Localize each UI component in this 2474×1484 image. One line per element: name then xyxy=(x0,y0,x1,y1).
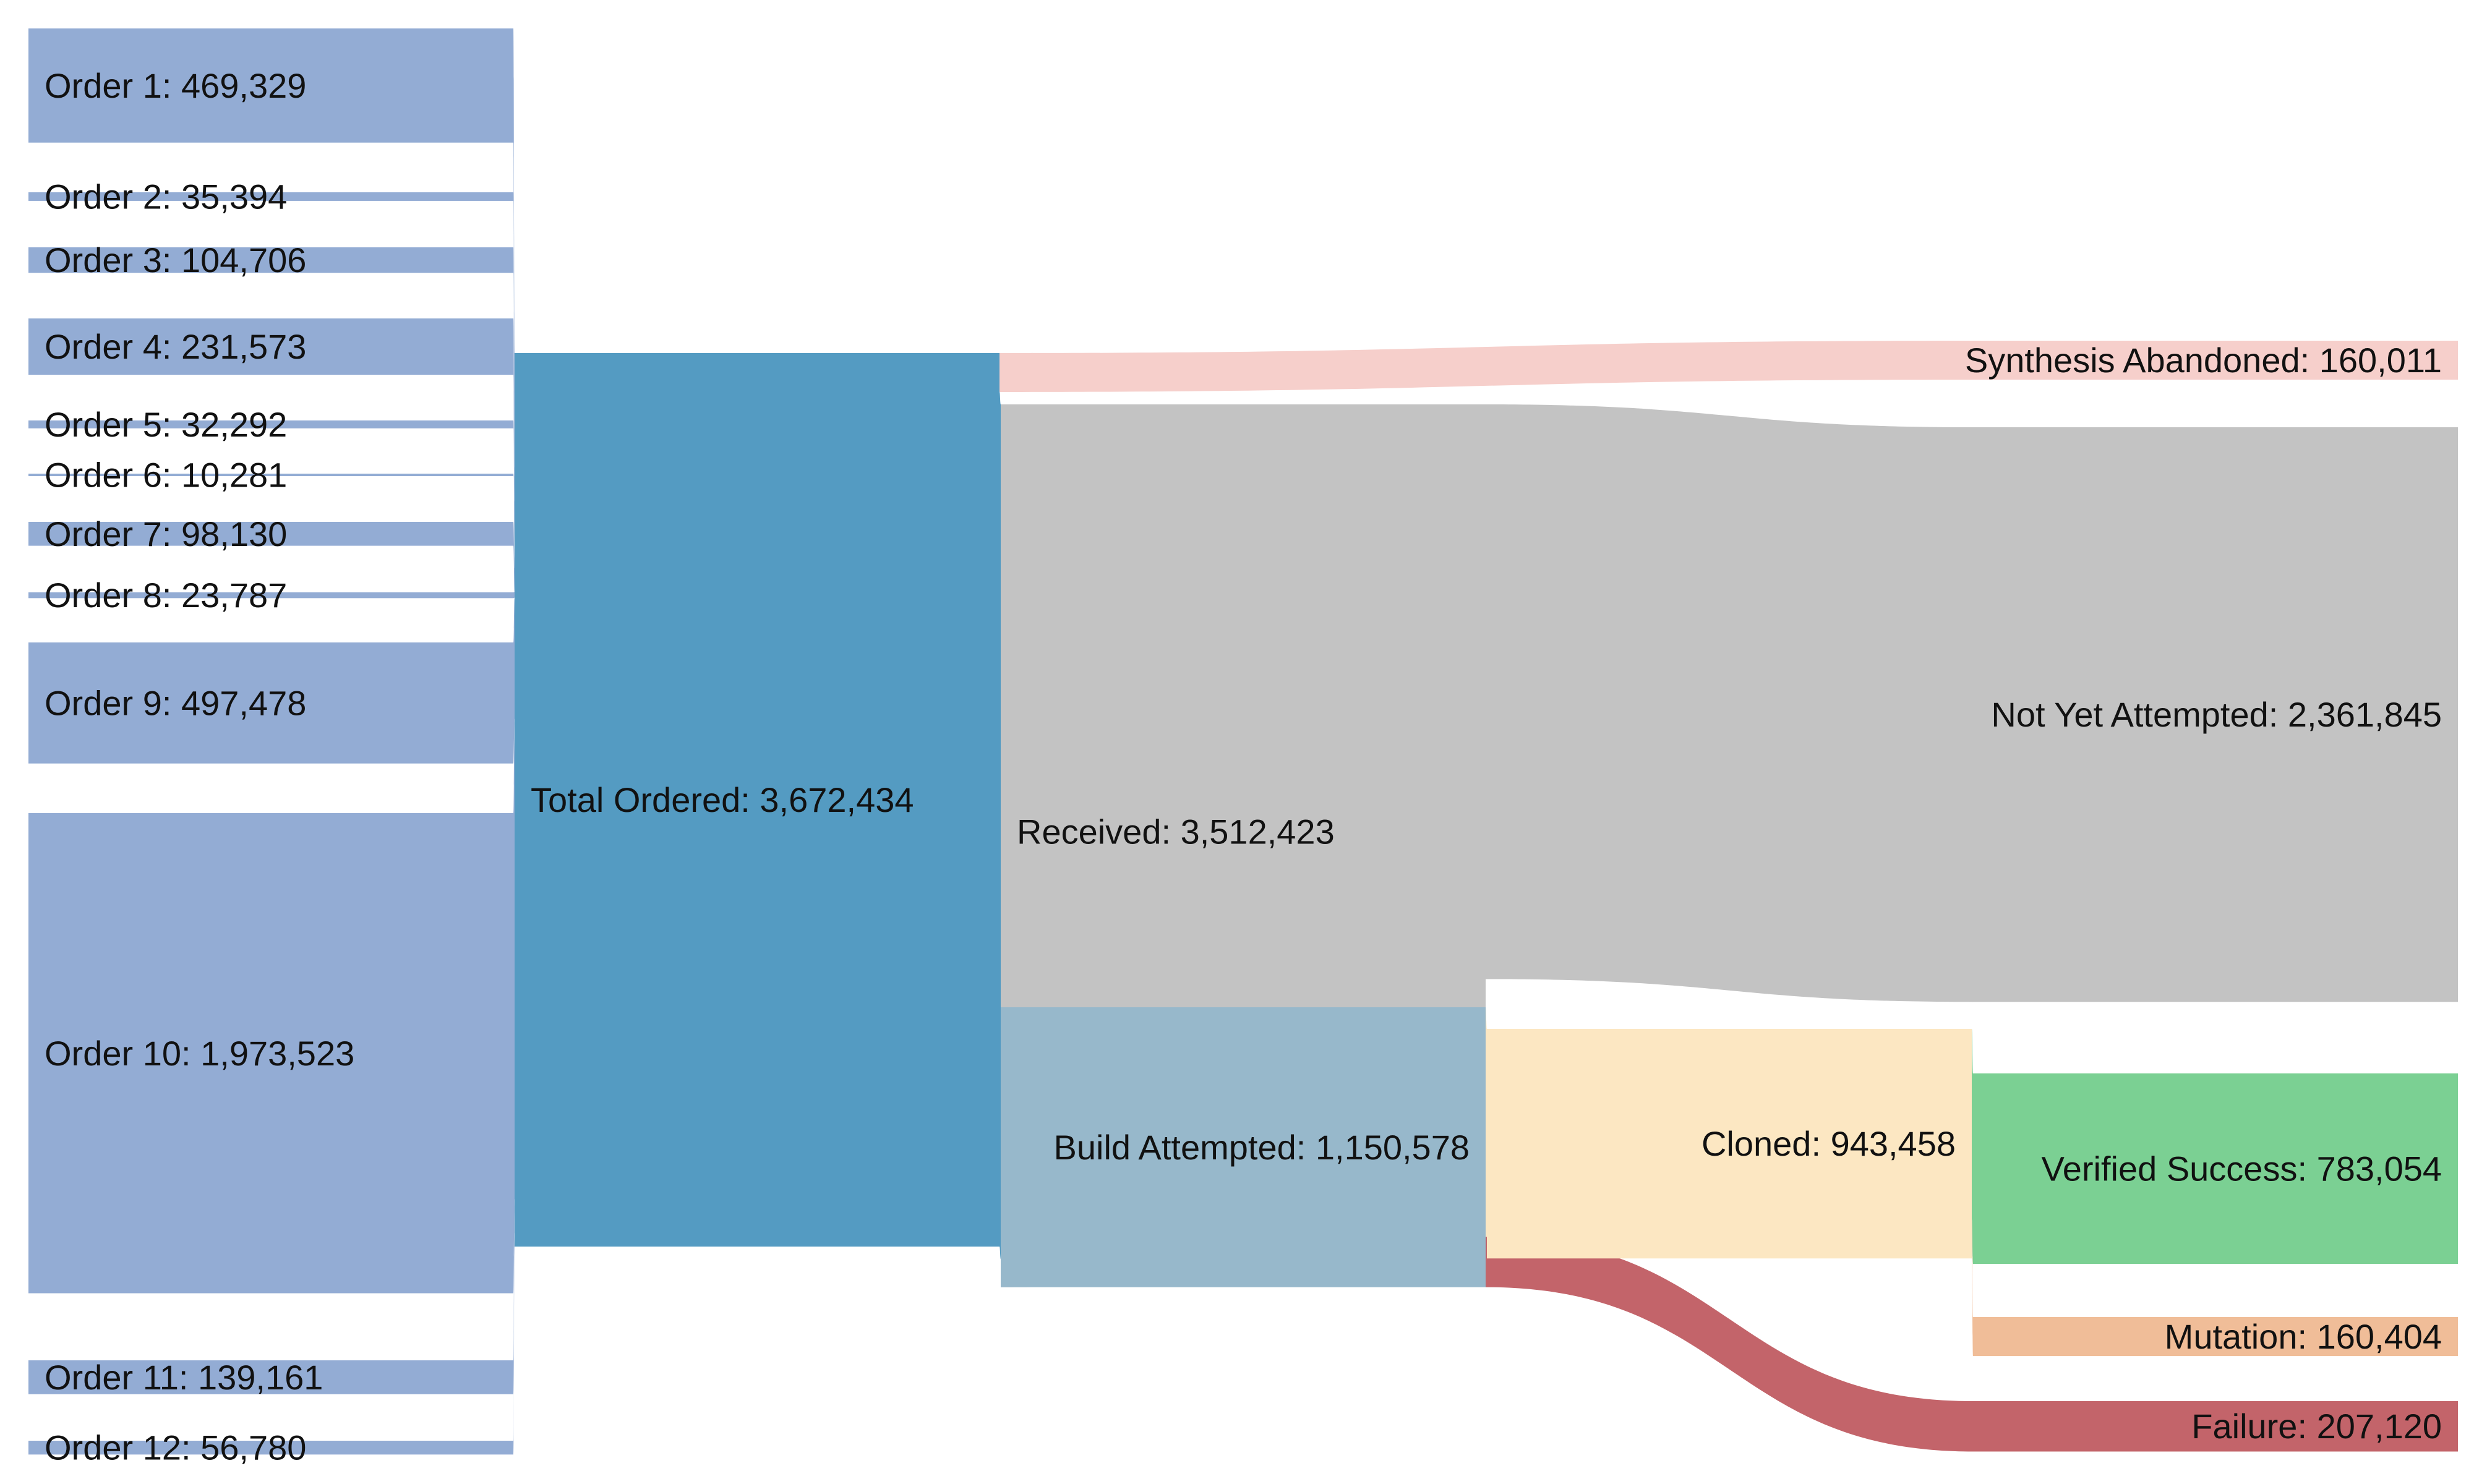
link-total-to-abandoned xyxy=(999,341,1973,392)
node-label-notyet: Not Yet Attempted: 2,361,845 xyxy=(1991,695,2442,734)
link-o5-to-total xyxy=(513,420,515,566)
link-total-to-received xyxy=(999,391,1001,1260)
node-label-cloned: Cloned: 943,458 xyxy=(1701,1124,1956,1163)
node-label-o12: Order 12: 56,780 xyxy=(45,1428,306,1467)
node-o9 xyxy=(28,642,513,764)
link-o9-to-total xyxy=(513,597,515,764)
link-build-to-cloned xyxy=(1486,1007,1487,1259)
link-o10-to-total xyxy=(513,719,515,1294)
node-label-o7: Order 7: 98,130 xyxy=(45,514,287,553)
node-o4 xyxy=(28,318,513,375)
node-o5 xyxy=(28,420,513,429)
link-o6-to-total xyxy=(513,474,515,568)
link-build-to-failure xyxy=(1486,1237,1973,1452)
node-label-mutation: Mutation: 160,404 xyxy=(2165,1317,2442,1356)
node-label-received: Received: 3,512,423 xyxy=(1017,812,1335,851)
node-failure xyxy=(1973,1401,2458,1452)
node-o12 xyxy=(28,1441,513,1455)
node-label-o9: Order 9: 497,478 xyxy=(45,683,306,722)
sankey-labels: Order 1: 469,329 Order 2: 35,394 Order 3: … xyxy=(45,66,2442,1467)
link-o11-to-total xyxy=(513,1198,515,1394)
node-total xyxy=(515,353,999,1247)
link-cloned-to-mutation xyxy=(1972,1219,1973,1357)
link-o2-to-total xyxy=(513,192,515,476)
link-received-to-notyet xyxy=(1486,404,1973,1002)
node-label-success: Verified Success: 783,054 xyxy=(2041,1149,2442,1188)
node-build xyxy=(1001,1007,1486,1287)
link-o7-to-total xyxy=(513,522,515,592)
node-o10 xyxy=(28,813,513,1294)
link-o4-to-total xyxy=(513,318,515,558)
node-success xyxy=(1973,1073,2458,1264)
node-o8 xyxy=(28,592,513,599)
link-cloned-to-success xyxy=(1972,1029,1973,1264)
node-o7 xyxy=(28,522,513,546)
node-label-o11: Order 11: 139,161 xyxy=(45,1358,323,1397)
node-o6 xyxy=(28,474,513,477)
node-o3 xyxy=(28,247,513,273)
link-o1-to-total xyxy=(513,28,515,467)
node-label-total: Total Ordered: 3,672,434 xyxy=(531,780,914,819)
node-label-o10: Order 10: 1,973,523 xyxy=(45,1034,354,1073)
node-abandoned xyxy=(1973,341,2458,380)
node-label-o6: Order 6: 10,281 xyxy=(45,456,287,495)
node-o2 xyxy=(28,192,513,201)
node-label-o5: Order 5: 32,292 xyxy=(45,405,287,444)
node-label-build: Build Attempted: 1,150,578 xyxy=(1054,1128,1470,1167)
node-o11 xyxy=(28,1360,513,1394)
node-label-o4: Order 4: 231,573 xyxy=(45,327,306,366)
node-mutation xyxy=(1973,1317,2458,1357)
node-label-abandoned: Synthesis Abandoned: 160,011 xyxy=(1965,341,2442,380)
node-label-failure: Failure: 207,120 xyxy=(2191,1407,2442,1446)
node-label-o3: Order 3: 104,706 xyxy=(45,241,306,279)
sankey-nodes xyxy=(28,28,2458,1455)
node-label-o2: Order 2: 35,394 xyxy=(45,177,287,216)
node-label-o8: Order 8: 23,787 xyxy=(45,576,287,615)
node-cloned xyxy=(1487,1029,1972,1259)
node-notyet xyxy=(1973,427,2458,1002)
node-label-o1: Order 1: 469,329 xyxy=(45,66,306,105)
link-o8-to-total xyxy=(513,592,515,599)
link-o3-to-total xyxy=(513,247,515,501)
node-o1 xyxy=(28,28,513,143)
link-o12-to-total xyxy=(513,1232,515,1455)
